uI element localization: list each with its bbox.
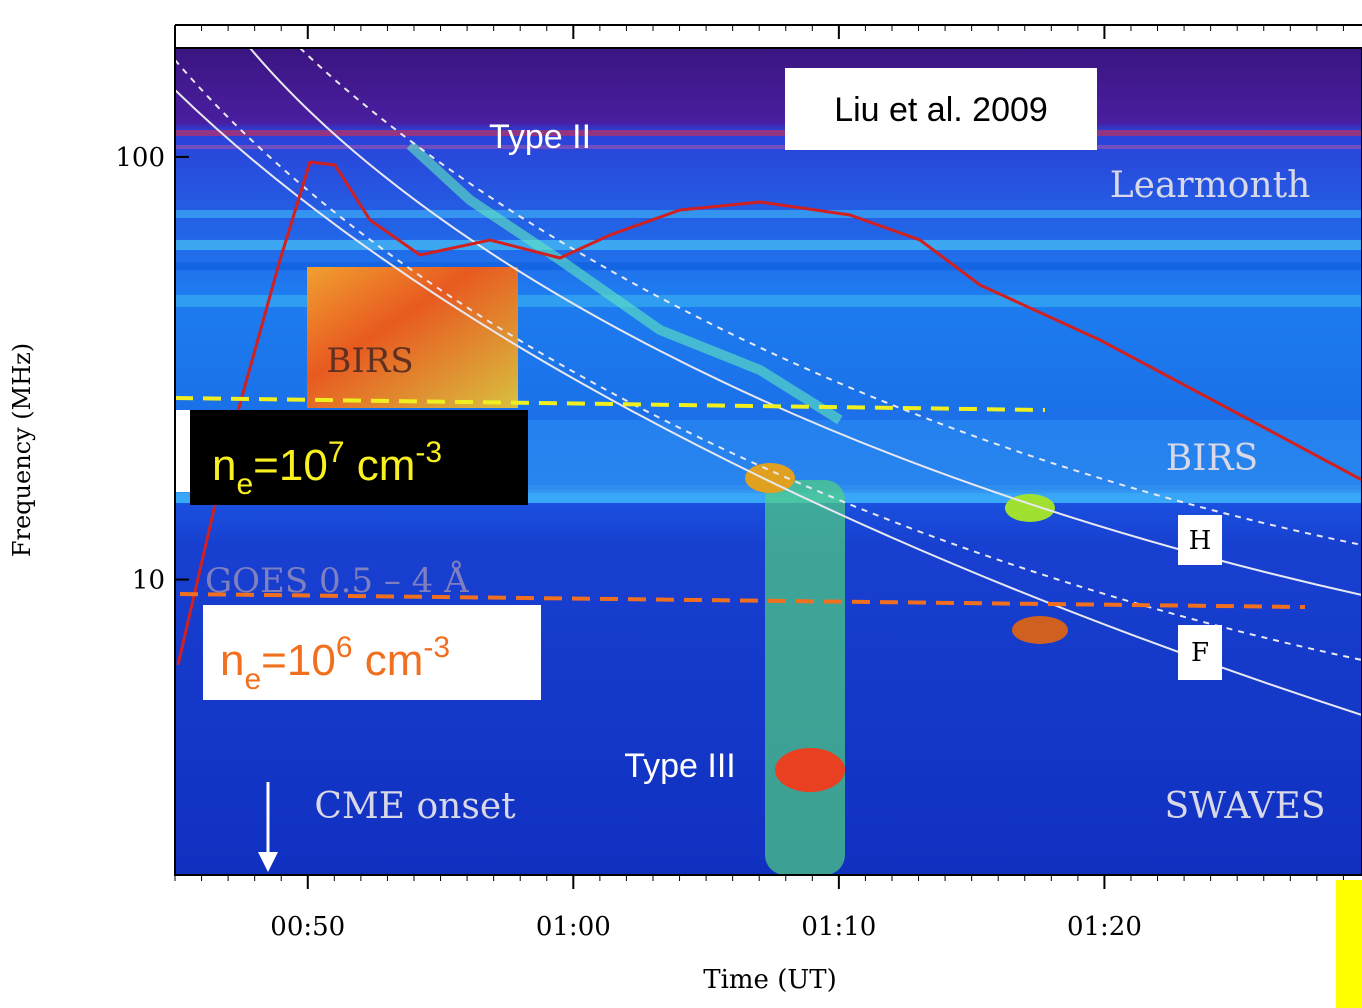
y-axis-label: Frequency (MHz) [8, 343, 36, 557]
exp: 6 [336, 631, 353, 664]
type-ii-label: Type II [489, 118, 591, 156]
density-label: ne=106 cm-3 [220, 631, 450, 696]
swaves-label: SWAVES [1164, 786, 1325, 827]
h-label: H [1189, 526, 1212, 556]
goes-label: GOES 0.5 – 4 Å [205, 560, 469, 601]
birs-label: BIRS [1166, 438, 1258, 479]
unit-exp: -3 [415, 436, 442, 469]
unit: cm [345, 441, 416, 490]
cme-arrowhead [258, 852, 278, 872]
x-tick-label: 01:20 [1067, 912, 1142, 942]
type-iii-label: Type III [624, 747, 736, 785]
reference: Liu et al. 2009 [834, 91, 1048, 129]
y-tick-label: 10 [132, 566, 165, 596]
x-axis-label: Time (UT) [703, 965, 837, 995]
y-tick-label: 100 [115, 143, 165, 173]
spectrogram [175, 48, 1362, 875]
highlight-box [1336, 880, 1362, 1008]
eq: =10 [261, 636, 336, 685]
unit-exp: -3 [423, 631, 450, 664]
cme-label: CME onset [314, 786, 516, 827]
density-box [190, 410, 528, 505]
x-tick-label: 01:00 [536, 912, 611, 942]
f-box [1178, 625, 1222, 680]
density-box [203, 605, 541, 700]
n: n [212, 441, 236, 490]
birs-patch-label: BIRS [326, 341, 413, 381]
density-label: ne=107 cm-3 [212, 436, 442, 501]
sub: e [236, 468, 253, 501]
f-label: F [1191, 638, 1209, 668]
learmonth-label: Learmonth [1110, 165, 1311, 206]
n: n [220, 636, 244, 685]
x-tick-label: 01:10 [801, 912, 876, 942]
unit: cm [353, 636, 424, 685]
sub: e [244, 663, 261, 696]
h-box [1178, 515, 1222, 565]
reference-box [785, 68, 1097, 150]
exp: 7 [328, 436, 345, 469]
x-tick-label: 00:50 [270, 912, 345, 942]
eq: =10 [253, 441, 328, 490]
